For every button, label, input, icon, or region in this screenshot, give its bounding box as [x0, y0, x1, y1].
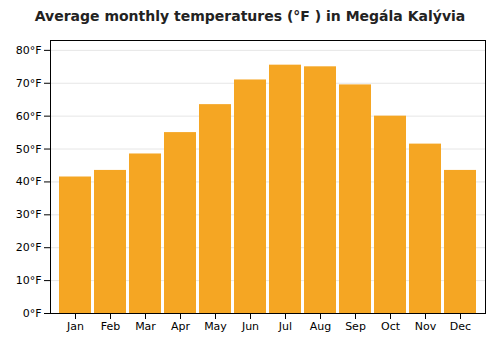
- svg-text:20°F: 20°F: [16, 241, 42, 254]
- svg-text:Jul: Jul: [278, 320, 292, 333]
- svg-text:Feb: Feb: [101, 320, 120, 333]
- svg-text:Dec: Dec: [450, 320, 471, 333]
- svg-text:0°F: 0°F: [23, 307, 42, 320]
- svg-text:40°F: 40°F: [16, 175, 42, 188]
- svg-text:Sep: Sep: [345, 320, 366, 333]
- svg-text:May: May: [204, 320, 227, 333]
- svg-text:30°F: 30°F: [16, 208, 42, 221]
- svg-text:Nov: Nov: [415, 320, 437, 333]
- svg-text:70°F: 70°F: [16, 77, 42, 90]
- svg-text:Apr: Apr: [171, 320, 191, 333]
- svg-text:80°F: 80°F: [16, 44, 42, 57]
- svg-text:Mar: Mar: [135, 320, 156, 333]
- svg-text:Aug: Aug: [310, 320, 331, 333]
- svg-text:50°F: 50°F: [16, 143, 42, 156]
- svg-text:Jan: Jan: [66, 320, 84, 333]
- svg-text:10°F: 10°F: [16, 274, 42, 287]
- svg-text:Jun: Jun: [241, 320, 259, 333]
- svg-text:60°F: 60°F: [16, 110, 42, 123]
- svg-text:Oct: Oct: [381, 320, 401, 333]
- html-text:Average monthly temperatures (: Average monthly temperatures (°F ) in Me…: [34, 8, 466, 24]
